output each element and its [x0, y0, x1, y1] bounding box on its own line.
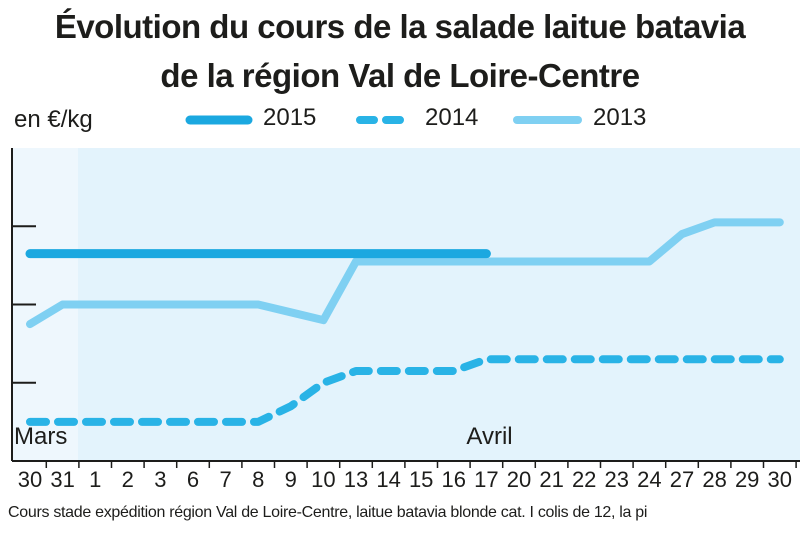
x-tick-label: 7 — [219, 467, 232, 492]
y-axis-unit-label: en €/kg — [14, 106, 93, 133]
x-tick-label: 6 — [186, 467, 200, 492]
x-tick-label: 31 — [50, 467, 75, 492]
x-tick-label: 17 — [474, 467, 499, 492]
x-tick-label: 30 — [767, 467, 793, 492]
legend-label-2014: 2014 — [425, 104, 479, 131]
x-tick-label: 16 — [441, 467, 467, 492]
x-tick-label: 15 — [408, 467, 434, 492]
month-label: Mars — [14, 423, 67, 450]
x-tick-label: 2 — [121, 467, 134, 492]
x-tick-label: 23 — [604, 467, 630, 492]
x-tick-label: 24 — [637, 467, 662, 492]
x-tick-label: 30 — [17, 467, 43, 492]
x-tick-label: 9 — [284, 467, 297, 492]
legend-label-2015: 2015 — [263, 104, 317, 131]
x-tick-label: 10 — [311, 467, 336, 492]
month-label: Avril — [466, 423, 512, 450]
x-tick-label: 3 — [154, 467, 167, 492]
chart-title: Évolution du cours de la salade laitue b… — [54, 8, 746, 45]
x-tick-label: 21 — [539, 467, 564, 492]
x-tick-label: 20 — [506, 467, 532, 492]
chart-subtitle: de la région Val de Loire-Centre — [160, 57, 640, 94]
x-tick-label: 28 — [702, 467, 727, 492]
legend-label-2013: 2013 — [593, 104, 647, 131]
x-tick-label: 27 — [669, 467, 695, 492]
x-tick-label: 8 — [252, 467, 265, 492]
series-line-2013 — [26, 218, 784, 329]
x-tick-label: 14 — [376, 467, 401, 492]
footnote: Cours stade expédition région Val de Loi… — [8, 504, 648, 521]
x-tick-label: 22 — [571, 467, 597, 492]
x-tick-label: 1 — [89, 467, 102, 492]
series-line-2014 — [26, 355, 784, 426]
x-tick-label: 29 — [734, 467, 760, 492]
x-tick-label: 13 — [343, 467, 369, 492]
